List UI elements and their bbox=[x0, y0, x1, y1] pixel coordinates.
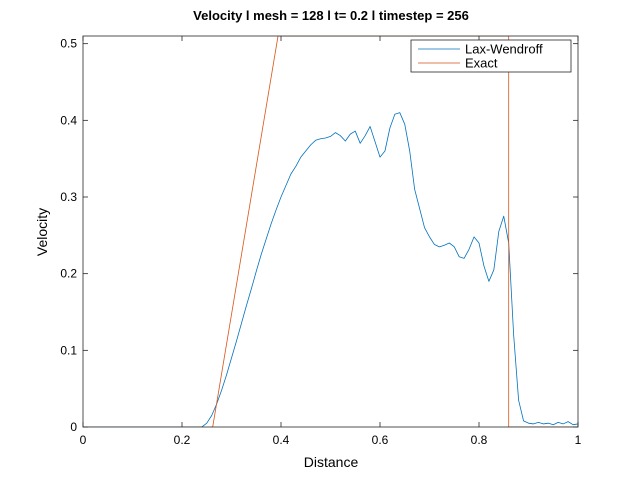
x-axis-label: Distance bbox=[304, 454, 359, 470]
chart-title: Velocity l mesh = 128 l t= 0.2 l timeste… bbox=[193, 8, 469, 23]
y-tick-label: 0.1 bbox=[60, 343, 77, 357]
series-layer bbox=[83, 36, 578, 427]
x-tick-label: 0 bbox=[80, 433, 87, 447]
x-tick-label: 1 bbox=[575, 433, 582, 447]
legend-box bbox=[410, 39, 572, 73]
y-tick-label: 0.2 bbox=[60, 267, 77, 281]
x-tick-label: 0.8 bbox=[471, 433, 488, 447]
legend-label-exact: Exact bbox=[465, 56, 498, 71]
x-tick-label: 0.6 bbox=[372, 433, 389, 447]
legend: Lax-Wendroff Exact bbox=[410, 39, 572, 73]
y-tick-label: 0.3 bbox=[60, 190, 77, 204]
plot-area bbox=[83, 36, 578, 427]
y-tick-label: 0.4 bbox=[60, 113, 77, 127]
legend-label-lax-wendroff: Lax-Wendroff bbox=[465, 42, 543, 57]
series-line-lax-wendroff bbox=[83, 112, 578, 427]
x-tick-label: 0.4 bbox=[273, 433, 290, 447]
plot-frame bbox=[82, 35, 579, 428]
y-axis-label: Velocity bbox=[34, 208, 50, 256]
x-tick-label: 0.2 bbox=[174, 433, 191, 447]
y-tick-label: 0 bbox=[70, 420, 77, 434]
y-tick-label: 0.5 bbox=[60, 37, 77, 51]
